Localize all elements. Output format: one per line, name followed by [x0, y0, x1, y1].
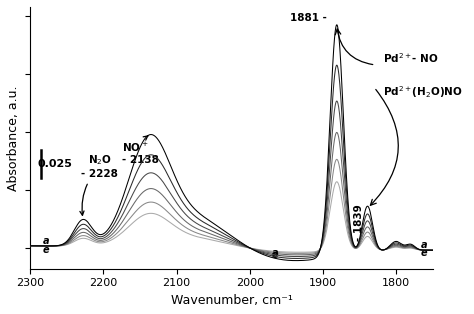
Text: 1881 -: 1881 -	[290, 13, 327, 23]
Text: N$_2$O
- 2228: N$_2$O - 2228	[80, 154, 118, 215]
Text: e: e	[420, 248, 427, 258]
Text: e: e	[272, 250, 279, 260]
Text: 0.025: 0.025	[37, 159, 73, 169]
Y-axis label: Absorbance, a.u.: Absorbance, a.u.	[7, 85, 20, 191]
Text: a: a	[420, 240, 427, 250]
Text: Pd$^{2+}$(H$_2$O)NO: Pd$^{2+}$(H$_2$O)NO	[383, 84, 463, 100]
Text: - 1839: - 1839	[354, 204, 364, 241]
Text: Pd$^{2+}$- NO: Pd$^{2+}$- NO	[383, 51, 438, 65]
Text: a: a	[272, 248, 279, 258]
Text: e: e	[43, 245, 50, 255]
X-axis label: Wavenumber, cm⁻¹: Wavenumber, cm⁻¹	[171, 294, 292, 307]
Text: NO$^+$
- 2138: NO$^+$ - 2138	[122, 136, 159, 165]
Text: a: a	[43, 236, 50, 246]
